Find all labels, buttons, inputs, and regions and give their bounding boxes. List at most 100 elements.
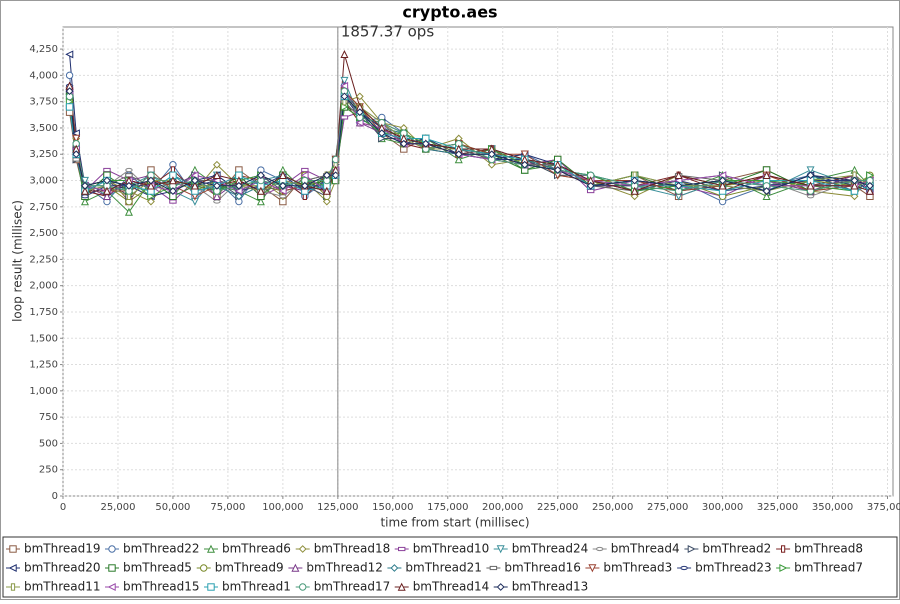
legend-label: bmThread15 <box>123 580 200 594</box>
data-point <box>81 194 89 199</box>
y-tick-label: 1,250 <box>29 360 58 371</box>
legend-marker <box>489 565 498 571</box>
legend-marker <box>200 564 208 572</box>
data-point <box>103 176 111 185</box>
data-point <box>630 176 639 185</box>
legend-marker <box>10 583 16 591</box>
data-point <box>806 166 815 175</box>
data-point <box>454 150 463 159</box>
legend-marker <box>8 563 17 573</box>
x-tick-label: 375,000 <box>867 502 900 513</box>
plot-area <box>62 26 894 497</box>
data-point <box>125 181 133 190</box>
data-point <box>256 186 265 195</box>
data-point <box>234 181 243 190</box>
y-tick-label: 750 <box>39 412 58 423</box>
data-point <box>520 150 529 159</box>
data-point <box>850 181 859 190</box>
legend-label: bmThread14 <box>413 580 490 594</box>
legend-marker <box>687 544 696 554</box>
legend-label: bmThread2 <box>702 542 771 556</box>
data-point <box>487 160 496 169</box>
data-point <box>553 166 562 174</box>
data-point <box>806 171 815 180</box>
data-point <box>146 181 155 190</box>
x-tick-label: 350,000 <box>812 502 853 513</box>
legend-marker <box>108 545 116 553</box>
data-point <box>762 187 771 195</box>
data-point <box>168 176 177 185</box>
data-point <box>718 176 727 185</box>
legend-marker <box>588 564 597 573</box>
y-tick-label: 2,500 <box>29 228 58 239</box>
y-tick-label: 2,750 <box>29 202 58 213</box>
data-point <box>72 134 81 143</box>
data-point <box>125 167 133 173</box>
x-tick-label: 250,000 <box>592 502 633 513</box>
data-point <box>520 160 529 169</box>
data-point <box>65 87 74 96</box>
data-point <box>191 176 199 185</box>
data-point <box>399 139 408 148</box>
legend-label: bmThread9 <box>215 561 284 575</box>
legend-label: bmThread5 <box>123 561 192 575</box>
data-point <box>213 199 221 204</box>
legend-label: bmThread16 <box>504 561 581 575</box>
y-tick-label: 250 <box>39 465 58 476</box>
y-tick-label: 2,000 <box>29 281 58 292</box>
y-axis-label: loop result (millisec) <box>11 200 25 322</box>
x-tick-label: 175,000 <box>427 502 468 513</box>
legend-label: bmThread18 <box>314 542 391 556</box>
data-point <box>355 92 364 101</box>
legend-label: bmThread8 <box>794 542 863 556</box>
legend-label: bmThread12 <box>306 561 383 575</box>
data-point <box>147 176 155 185</box>
data-point <box>454 155 463 164</box>
data-point <box>300 181 309 190</box>
legend-marker <box>398 546 406 552</box>
data-point <box>586 181 595 190</box>
x-tick-label: 225,000 <box>537 502 578 513</box>
x-tick-label: 50,000 <box>155 502 190 513</box>
legend-label: bmThread20 <box>24 561 101 575</box>
legend-marker <box>207 583 215 591</box>
legend-label: bmThread21 <box>405 561 482 575</box>
legend-label: bmThread17 <box>314 580 391 594</box>
legend-marker <box>680 565 688 571</box>
data-point <box>278 170 287 179</box>
y-tick-label: 3,750 <box>29 97 58 108</box>
y-tick-label: 4,000 <box>29 70 58 81</box>
legend-marker <box>397 582 406 591</box>
y-tick-label: 4,250 <box>29 44 58 55</box>
x-tick-label: 75,000 <box>210 502 245 513</box>
data-point <box>806 181 815 190</box>
data-point <box>147 197 155 206</box>
data-point <box>322 197 331 206</box>
data-point <box>487 150 496 159</box>
data-point <box>212 191 221 201</box>
legend-marker <box>108 564 116 572</box>
data-point <box>340 115 349 120</box>
legend-marker <box>496 583 505 591</box>
y-tick-label: 1,000 <box>29 386 58 397</box>
y-tick-label: 3,000 <box>29 176 58 187</box>
legend-label: bmThread1 <box>222 580 291 594</box>
data-point <box>234 192 243 201</box>
data-point <box>190 181 199 190</box>
legend-label: bmThread23 <box>695 561 772 575</box>
legend-label: bmThread22 <box>123 542 200 556</box>
data-point <box>124 207 133 216</box>
data-point <box>80 176 89 185</box>
y-tick-label: 3,250 <box>29 149 58 160</box>
legend-label: bmThread6 <box>222 542 291 556</box>
data-point <box>81 181 89 190</box>
data-point <box>65 103 74 111</box>
annotation: 1857.37 ops <box>341 23 434 41</box>
data-point <box>322 171 331 180</box>
legend-label: bmThread11 <box>24 580 101 594</box>
data-point <box>301 167 309 173</box>
data-point <box>865 186 874 195</box>
data-point <box>674 170 683 179</box>
data-point <box>65 71 74 80</box>
